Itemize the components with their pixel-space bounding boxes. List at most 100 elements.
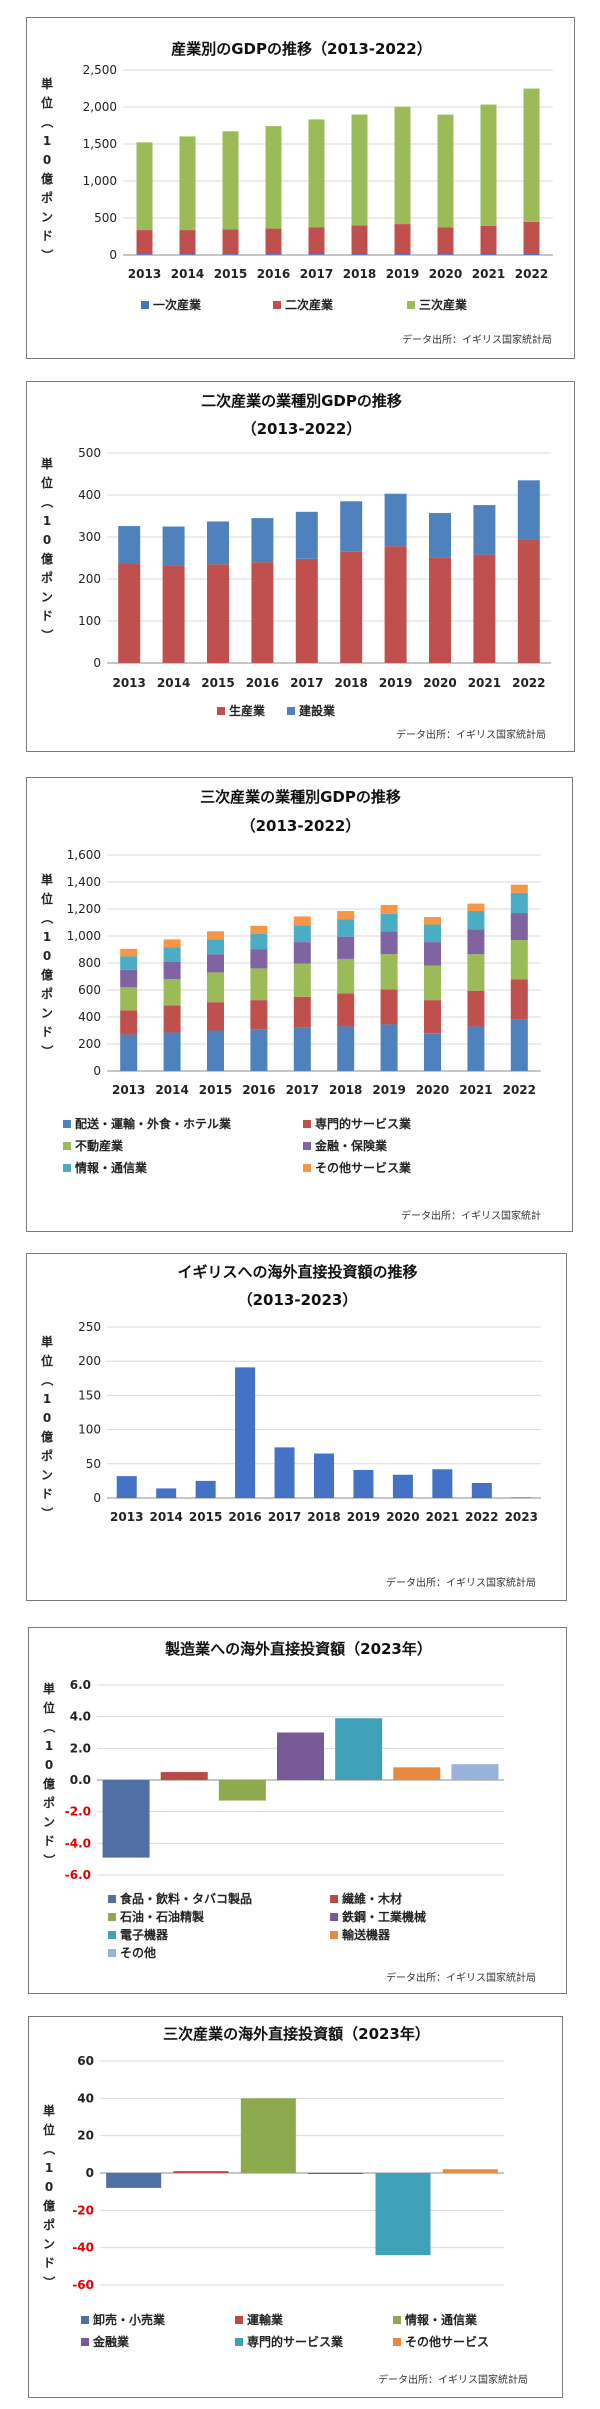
bar-2015-金融・保険業 [207, 954, 224, 973]
bar-2017-value [274, 1447, 295, 1498]
legend-swatch [217, 707, 225, 715]
bar-石油・石油精製 [218, 1780, 266, 1801]
x-tick-label: 2017 [300, 267, 333, 281]
legend-label: 石油・石油精製 [119, 1909, 205, 1924]
bar-2021-建設業 [473, 505, 496, 555]
legend-label: 生産業 [229, 703, 266, 718]
bar-2020-一次産業 [437, 254, 454, 255]
legend-swatch [108, 1895, 116, 1903]
bar-専門的サービス業 [375, 2173, 431, 2256]
legend-label: 繊維・木材 [342, 1891, 402, 1906]
legend-swatch [330, 1895, 338, 1903]
y-unit-char: 0 [45, 2180, 53, 2194]
y-unit-char: ド [41, 609, 53, 623]
bar-2013-value [116, 1476, 137, 1498]
y-unit-char: 位 [41, 475, 53, 490]
y-tick-label: 2.0 [70, 1741, 91, 1755]
chart-title: イギリスへの海外直接投資額の推移 [177, 1263, 417, 1281]
y-unit-char: 単 [41, 76, 53, 91]
y-unit-char: （ [42, 1721, 57, 1733]
x-tick-label: 2016 [228, 1510, 261, 1524]
y-tick-label: 500 [94, 211, 117, 225]
bar-2015-情報・通信業 [207, 939, 224, 955]
legend-swatch [63, 1120, 71, 1128]
bar-卸売・小売業 [106, 2173, 162, 2188]
bar-2020-二次産業 [437, 227, 454, 255]
y-tick-label: 6.0 [70, 1678, 91, 1692]
bar-情報・通信業 [240, 2098, 296, 2173]
x-tick-label: 2016 [246, 676, 279, 690]
bar-2020-value [392, 1474, 413, 1498]
y-tick-label: 200 [78, 1037, 101, 1051]
bar-2021-情報・通信業 [467, 911, 485, 930]
bar-2016-金融・保険業 [250, 949, 268, 969]
x-tick-label: 2023 [505, 1510, 538, 1524]
legend-swatch [393, 2316, 401, 2324]
chart-2: 二次産業の業種別GDPの推移 （2013-2022） 0 100 200 300 400 50… [40, 392, 551, 741]
bar-2019-金融・保険業 [380, 931, 398, 955]
legend-label: 鉄鋼・工業機械 [342, 1909, 426, 1924]
bar-2020-金融・保険業 [424, 942, 441, 966]
bar-2013-情報・通信業 [120, 956, 138, 970]
bar-2016-生産業 [251, 562, 274, 663]
legend-swatch [235, 2316, 243, 2324]
legend-swatch [330, 1913, 338, 1921]
y-unit-char: 億 [41, 551, 53, 566]
y-tick-label: 40 [77, 2091, 94, 2105]
bar-2022-配送・運輸・外食・ホテル業 [510, 1019, 528, 1071]
y-tick-label: 150 [78, 1388, 101, 1402]
y-tick-label: 0.0 [70, 1773, 91, 1787]
legend-swatch [330, 1931, 338, 1939]
bar-2017-その他サービス業 [293, 916, 311, 926]
chart-3: 三次産業の業種別GDPの推移 （2013-2022） 0 200 400 600 800 1,… [40, 788, 541, 1222]
bar-その他サービス [442, 2169, 498, 2173]
y-unit-char: ン [43, 2237, 55, 2251]
x-tick-label: 2022 [512, 676, 545, 690]
x-tick-label: 2022 [465, 1510, 498, 1524]
x-tick-label: 2013 [112, 1083, 145, 1097]
y-unit-char: 単 [41, 872, 53, 887]
bar-2022-二次産業 [523, 221, 540, 254]
chart-title: 産業別のGDPの推移（2013-2022） [171, 40, 431, 58]
bar-2013-不動産業 [120, 987, 138, 1011]
x-tick-label: 2020 [423, 676, 456, 690]
y-tick-label: 20 [77, 2129, 94, 2143]
x-tick-label: 2022 [515, 267, 548, 281]
legend-swatch [287, 707, 295, 715]
y-unit-char: ン [41, 210, 53, 224]
y-tick-label: 0 [93, 1064, 101, 1078]
y-tick-label: 500 [78, 446, 101, 460]
bar-繊維・木材 [160, 1772, 208, 1780]
y-tick-label: 100 [78, 1423, 101, 1437]
legend-label: 配送・運輸・外食・ホテル業 [75, 1116, 232, 1131]
y-tick-label: -2.0 [65, 1805, 91, 1819]
bar-2014-不動産業 [163, 979, 181, 1006]
chart-title: 製造業への海外直接投資額（2023年） [164, 1640, 432, 1658]
bar-2018-金融・保険業 [337, 936, 355, 959]
bar-2018-生産業 [340, 551, 363, 663]
chart-panel-secondary-industry: 二次産業の業種別GDPの推移 （2013-2022） 0 100 200 300 400 50… [26, 381, 575, 752]
bar-2013-生産業 [118, 563, 141, 663]
bar-2016-一次産業 [265, 254, 282, 255]
legend-label: 食品・飲料・タバコ製品 [119, 1891, 252, 1906]
bar-2014-三次産業 [179, 136, 196, 231]
source-note: データ出所：イギリス国家統計局 [396, 728, 546, 741]
bar-2020-情報・通信業 [424, 924, 441, 943]
bar-2020-配送・運輸・外食・ホテル業 [424, 1033, 441, 1071]
bar-その他 [451, 1764, 499, 1780]
bar-2014-建設業 [162, 526, 185, 566]
bar-輸送機器 [393, 1767, 441, 1780]
legend-swatch [273, 301, 281, 309]
bar-2018-建設業 [340, 501, 363, 552]
y-unit-char: 億 [41, 1429, 53, 1444]
bar-2016-情報・通信業 [250, 933, 268, 950]
y-unit-char: 億 [41, 967, 53, 982]
bar-2014-二次産業 [179, 230, 196, 255]
y-unit-char: （ [40, 116, 55, 128]
y-unit-char: ド [41, 1487, 53, 1501]
bar-2014-金融・保険業 [163, 961, 181, 980]
y-unit-char: 0 [43, 949, 51, 963]
y-unit-char: 位 [43, 2122, 55, 2137]
legend-swatch [303, 1142, 311, 1150]
bar-2015-二次産業 [222, 229, 239, 255]
